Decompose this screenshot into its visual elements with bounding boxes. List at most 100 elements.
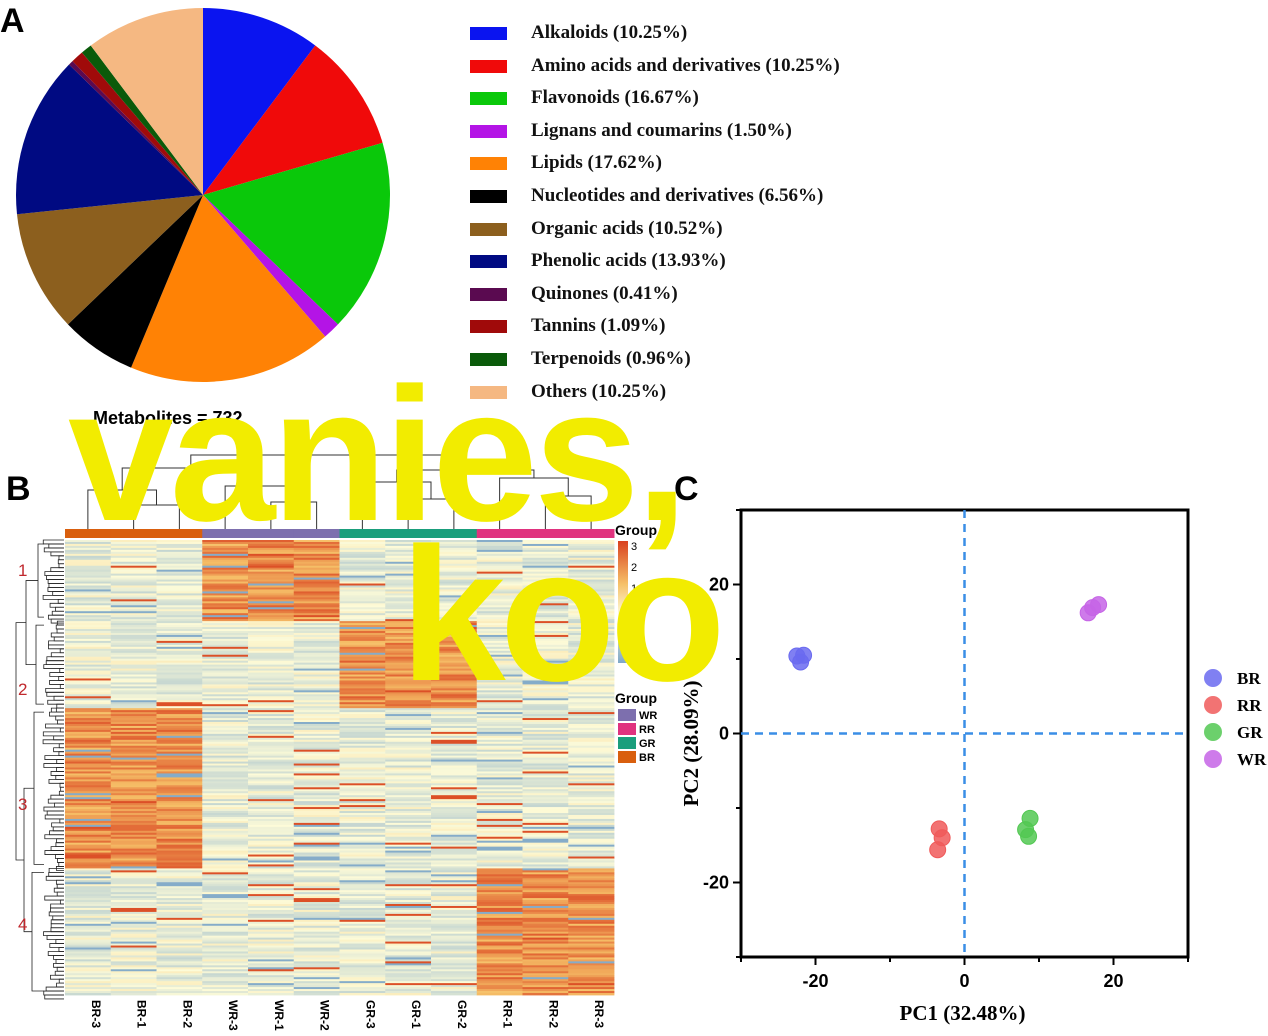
heat-cell [522, 799, 569, 802]
heat-cell [65, 866, 112, 869]
heat-cell [385, 634, 432, 638]
heat-cell [248, 591, 295, 594]
heat-cell [476, 605, 523, 608]
heat-cell [156, 789, 203, 792]
heat-cell [110, 834, 157, 838]
heat-cell [65, 632, 112, 636]
heat-cell [248, 925, 295, 929]
heat-cell [248, 896, 295, 899]
heat-cell [293, 727, 340, 731]
heat-cell [476, 892, 523, 895]
heat-cell [156, 686, 203, 689]
heat-cell [431, 632, 478, 636]
heat-cell [568, 870, 615, 873]
heat-cell [293, 557, 340, 561]
heat-cell [110, 961, 157, 964]
heat-cell [476, 593, 523, 596]
heat-cell [476, 888, 523, 891]
heat-cell [568, 803, 615, 806]
heat-cell [339, 670, 386, 673]
heat-cell [65, 670, 112, 673]
heat-cell [385, 567, 432, 571]
heat-cell [248, 907, 295, 911]
heat-cell [568, 844, 615, 848]
heat-cell [476, 862, 523, 865]
heat-cell [248, 632, 295, 636]
heat-cell [385, 658, 432, 662]
heat-cell [476, 670, 523, 673]
heat-cell [431, 676, 478, 679]
heat-cell [202, 543, 249, 547]
heat-cell [110, 896, 157, 899]
heat-cell [568, 828, 615, 832]
heat-cell [202, 905, 249, 909]
heat-cell [293, 636, 340, 640]
heat-cell [476, 987, 523, 990]
heat-cell [385, 603, 432, 606]
heat-cell [568, 935, 615, 939]
heat-cell [65, 886, 112, 889]
legend-swatch [470, 222, 507, 236]
heat-cell [110, 904, 157, 907]
heat-cell [431, 735, 478, 739]
heat-cell [568, 826, 615, 830]
heat-cell [202, 882, 249, 885]
heat-cell [65, 973, 112, 976]
heat-cell [202, 886, 249, 889]
heat-cell [248, 731, 295, 735]
heat-cell [522, 722, 569, 725]
legend-label: Alkaloids (10.25%) [531, 22, 688, 43]
heat-cell [431, 927, 478, 931]
heat-cell [293, 662, 340, 666]
heat-cell [202, 737, 249, 741]
heat-cell [522, 913, 569, 917]
heat-cell [385, 787, 432, 790]
heat-cell [522, 723, 569, 727]
heat-cell [293, 575, 340, 578]
heatmap-cells [65, 540, 615, 996]
heat-cell [339, 692, 386, 695]
heat-cell [202, 866, 249, 869]
heat-cell [431, 880, 478, 883]
heat-cell [156, 638, 203, 642]
heat-cell [476, 692, 523, 695]
heat-cell [568, 664, 615, 668]
heat-cell [431, 553, 478, 557]
heat-cell [476, 737, 523, 741]
heat-cell [522, 704, 569, 707]
heat-cell [110, 943, 157, 946]
heat-cell [522, 809, 569, 812]
heat-cell [476, 905, 523, 909]
colorbar-tick: 3 [631, 541, 637, 553]
heat-cell [568, 621, 615, 624]
heat-cell [339, 905, 386, 909]
heat-cell [476, 878, 523, 881]
y-axis-title: PC2 (28.09%) [679, 681, 703, 807]
heat-cell [522, 632, 569, 636]
heat-cell [522, 961, 569, 964]
heat-cell [248, 771, 295, 774]
heat-cell [431, 836, 478, 840]
heat-cell [248, 607, 295, 610]
heat-cell [522, 870, 569, 873]
heat-cell [476, 902, 523, 905]
heat-cell [476, 672, 523, 675]
heat-cell [431, 898, 478, 901]
heat-cell [431, 872, 478, 875]
heat-cell [431, 629, 478, 632]
heat-cell [568, 599, 615, 602]
heat-cell [431, 577, 478, 580]
heat-cell [110, 813, 157, 816]
heat-cell [476, 803, 523, 806]
heat-cell [522, 884, 569, 887]
heat-cell [293, 644, 340, 648]
heat-cell [248, 852, 295, 855]
heat-cell [476, 933, 523, 937]
heat-cell [156, 704, 203, 707]
heat-cell [293, 852, 340, 855]
heat-cell [156, 737, 203, 741]
heat-cell [65, 907, 112, 911]
heat-cell [385, 775, 432, 778]
heat-cell [385, 577, 432, 580]
row-dendrogram [15, 539, 64, 1000]
